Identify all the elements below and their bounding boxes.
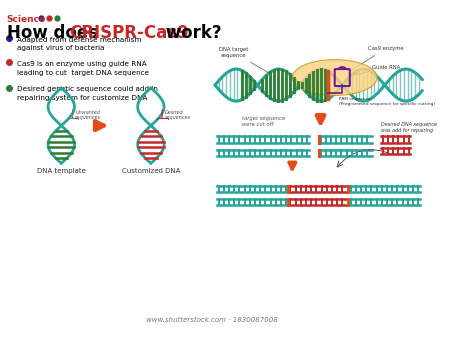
Text: work?: work? <box>160 24 222 42</box>
Text: PAM sequence
(Programmed sequence for specific cutting): PAM sequence (Programmed sequence for sp… <box>332 95 436 106</box>
Text: How does: How does <box>7 24 104 42</box>
Text: Desired
sequences: Desired sequences <box>165 110 191 120</box>
Text: www.shutterstock.com · 1830087008: www.shutterstock.com · 1830087008 <box>146 317 278 323</box>
Text: Adapted from defense mechanism
against virus of bacteria: Adapted from defense mechanism against v… <box>17 37 141 51</box>
Ellipse shape <box>292 59 377 95</box>
Text: target sequence
were cut off: target sequence were cut off <box>242 116 285 127</box>
Text: Unwanted
sequences: Unwanted sequences <box>76 110 101 120</box>
Text: Desired genetic sequence could add in
repairing system for customize DNA: Desired genetic sequence could add in re… <box>17 87 158 101</box>
Text: CRISPR-Cas9: CRISPR-Cas9 <box>69 24 189 42</box>
Text: Guide RNA: Guide RNA <box>353 65 400 75</box>
Text: Cas9 enzyme: Cas9 enzyme <box>351 46 403 70</box>
Text: Customized DNA: Customized DNA <box>122 168 180 174</box>
Text: Cas9 is an enzyme using guide RNA
leading to cut  target DNA sequence: Cas9 is an enzyme using guide RNA leadin… <box>17 61 149 75</box>
Text: Science: Science <box>7 15 46 24</box>
Text: Desired DNA sequence
was add for repairing: Desired DNA sequence was add for repairi… <box>381 122 437 133</box>
Text: DNA template: DNA template <box>37 168 86 174</box>
Text: DNA target
sequence: DNA target sequence <box>219 47 271 74</box>
